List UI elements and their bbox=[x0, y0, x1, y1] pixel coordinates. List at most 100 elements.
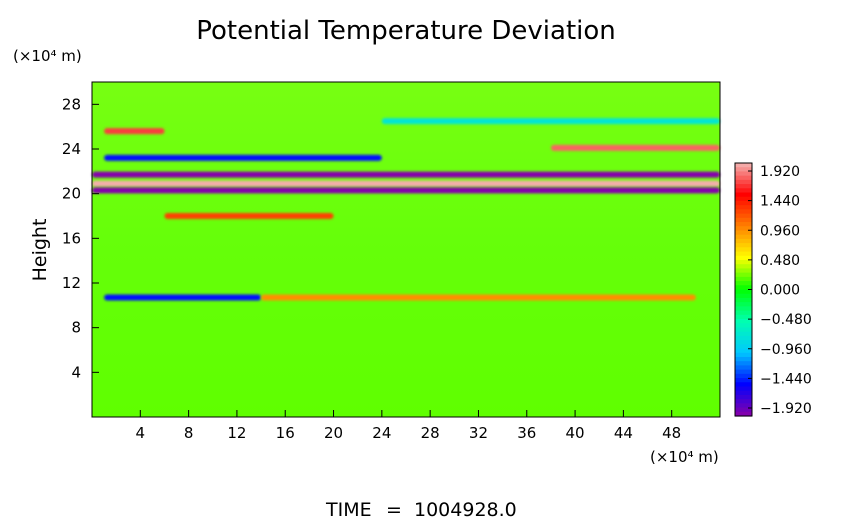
colorbar-cell bbox=[735, 205, 752, 210]
colorbar-cell bbox=[735, 234, 752, 240]
colorbar-cell bbox=[735, 184, 752, 189]
plot-area bbox=[91, 81, 721, 418]
x-tick-label: 28 bbox=[421, 424, 440, 442]
colorbar-tick-label: 0.960 bbox=[760, 223, 800, 239]
x-tick-label: 12 bbox=[227, 424, 246, 442]
colorbar-tick-label: −0.480 bbox=[760, 312, 812, 328]
x-tick-label: 20 bbox=[324, 424, 343, 442]
heatmap-feature-8 bbox=[261, 294, 696, 301]
colorbar-cell bbox=[735, 226, 752, 232]
colorbar-cell bbox=[735, 365, 752, 371]
colorbar-cell bbox=[735, 378, 752, 383]
x-tick-label: 16 bbox=[276, 424, 295, 442]
heatmap-feature-2 bbox=[92, 187, 720, 194]
colorbar-cell bbox=[735, 335, 752, 341]
y-unit-label: (×10⁴ m) bbox=[13, 47, 82, 65]
colorbar-cell bbox=[735, 192, 752, 198]
colorbar-cell bbox=[735, 255, 752, 261]
colorbar-cell bbox=[735, 323, 752, 329]
heatmap-background-shade bbox=[92, 82, 720, 417]
colorbar-cell bbox=[735, 352, 752, 358]
footer-equals: = bbox=[386, 499, 402, 519]
colorbar-cell bbox=[735, 369, 752, 375]
y-axis-label: Height bbox=[29, 219, 51, 282]
colorbar-cell bbox=[735, 238, 752, 244]
colorbar-cell bbox=[735, 293, 752, 299]
colorbar-cell bbox=[735, 167, 752, 173]
colorbar-cell bbox=[735, 361, 752, 366]
colorbar-cell bbox=[735, 175, 752, 181]
colorbar-cell bbox=[735, 340, 752, 345]
colorbar-cell bbox=[735, 163, 752, 168]
x-tick-label: 24 bbox=[372, 424, 391, 442]
colorbar-cell bbox=[735, 243, 752, 248]
colorbar-tick-label: −0.960 bbox=[760, 342, 812, 358]
colorbar-cell bbox=[735, 251, 752, 257]
heatmap-feature-3 bbox=[104, 154, 382, 161]
colorbar-tick-label: 0.000 bbox=[760, 283, 800, 299]
colorbar-tick-label: −1.920 bbox=[760, 401, 812, 417]
y-tick-label: 24 bbox=[62, 140, 81, 158]
colorbar-cell bbox=[735, 403, 752, 409]
colorbar-cell bbox=[735, 268, 752, 274]
x-tick-label: 44 bbox=[614, 424, 633, 442]
heatmap-feature-9 bbox=[381, 118, 720, 125]
y-tick-label: 28 bbox=[62, 95, 81, 113]
colorbar-cell bbox=[735, 382, 752, 388]
heatmap-feature-5 bbox=[550, 144, 720, 151]
colorbar-cell bbox=[735, 179, 752, 185]
colorbar-cell bbox=[735, 386, 752, 392]
y-tick-label: 4 bbox=[71, 363, 81, 381]
heatmap-feature-4 bbox=[104, 128, 165, 135]
colorbar-cell bbox=[735, 276, 752, 282]
colorbar-cell bbox=[735, 390, 752, 396]
colorbar-cell bbox=[735, 399, 752, 404]
colorbar-cell bbox=[735, 230, 752, 236]
chart-title: Potential Temperature Deviation bbox=[196, 16, 616, 46]
colorbar-cell bbox=[735, 302, 752, 307]
colorbar-cell bbox=[735, 297, 752, 303]
x-tick-label: 40 bbox=[566, 424, 585, 442]
y-tick-label: 20 bbox=[62, 185, 81, 203]
colorbar-cell bbox=[735, 171, 752, 177]
heatmap-feature-1 bbox=[92, 180, 720, 187]
colorbar-cell bbox=[735, 209, 752, 215]
y-ticks: 4 8 12 16 20 24 28 bbox=[62, 95, 99, 381]
colorbar-cell bbox=[735, 344, 752, 350]
colorbar-cell bbox=[735, 272, 752, 278]
colorbar-cell bbox=[735, 314, 752, 320]
plot-frame bbox=[91, 81, 721, 418]
colorbar-tick-label: 1.920 bbox=[760, 164, 800, 180]
colorbar-cell bbox=[735, 285, 752, 291]
heatmap-feature-0 bbox=[92, 171, 720, 178]
colorbar-cell bbox=[735, 411, 752, 417]
colorbar-cell bbox=[735, 259, 752, 265]
colorbar-cell bbox=[735, 327, 752, 333]
y-tick-label: 8 bbox=[71, 319, 81, 337]
colorbar-cell bbox=[735, 319, 752, 324]
colorbar-cell bbox=[735, 310, 752, 316]
colorbar-cell bbox=[735, 356, 752, 362]
colorbar-cell bbox=[735, 188, 752, 194]
colorbar-cell bbox=[735, 281, 752, 286]
x-unit-label: (×10⁴ m) bbox=[650, 448, 719, 466]
x-tick-label: 36 bbox=[517, 424, 536, 442]
footer-time-value: 1004928.0 bbox=[414, 499, 517, 519]
colorbar-tick-label: 0.480 bbox=[760, 253, 800, 269]
colorbar-cell bbox=[735, 373, 752, 379]
colorbar-cell bbox=[735, 394, 752, 400]
y-tick-label: 16 bbox=[62, 229, 81, 247]
colorbar-cell bbox=[735, 348, 752, 354]
x-tick-label: 8 bbox=[184, 424, 194, 442]
x-tick-label: 4 bbox=[136, 424, 146, 442]
colorbar-cell bbox=[735, 407, 752, 413]
x-tick-label: 32 bbox=[469, 424, 488, 442]
footer-time-label: TIME bbox=[325, 499, 372, 519]
colorbar-cell bbox=[735, 217, 752, 223]
colorbar-cell bbox=[735, 264, 752, 270]
colorbar-cell bbox=[735, 200, 752, 206]
x-tick-label: 48 bbox=[662, 424, 681, 442]
colorbar-cell bbox=[735, 222, 752, 227]
heatmap-feature-7 bbox=[104, 294, 262, 301]
